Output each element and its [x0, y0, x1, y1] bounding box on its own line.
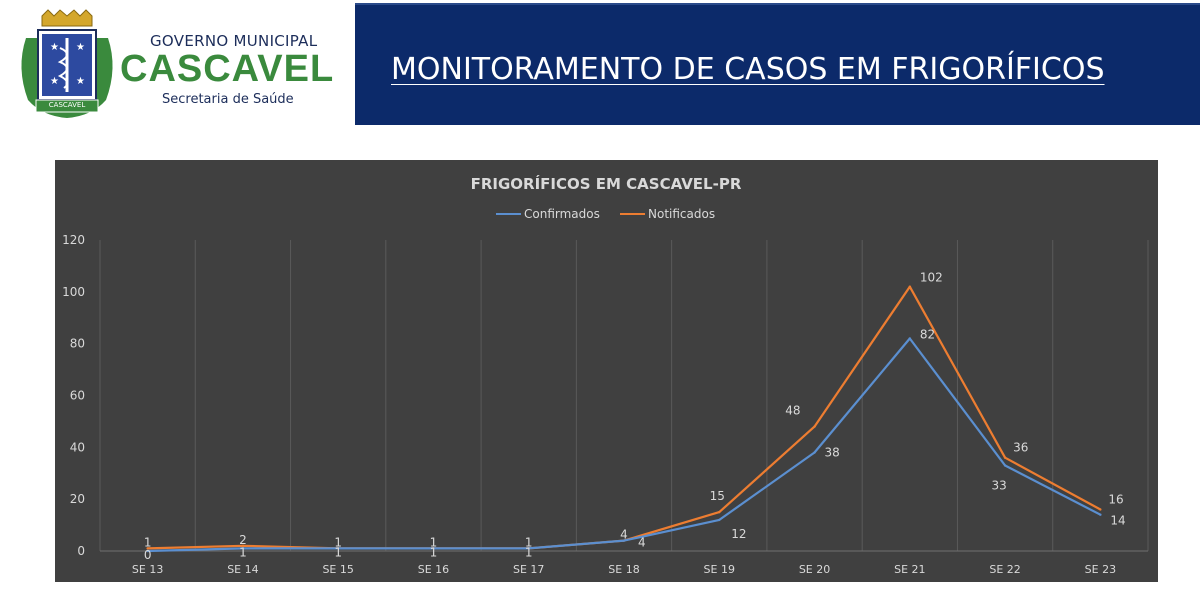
- legend-confirmados-label: Confirmados: [524, 207, 600, 221]
- series-point-confirmados: [336, 547, 340, 550]
- y-tick-label: 40: [70, 440, 85, 454]
- series-point-notificados: [241, 544, 245, 548]
- y-tick-label: 0: [77, 544, 85, 558]
- data-label-confirmados: 12: [731, 527, 746, 541]
- title-banner: MONITORAMENTO DE CASOS EM FRIGORÍFICOS: [355, 3, 1200, 125]
- logo-name: CASCAVEL: [120, 48, 335, 90]
- y-tick-label: 80: [70, 337, 85, 351]
- data-label-notificados: 48: [785, 404, 800, 418]
- x-tick-label: SE 21: [894, 563, 925, 576]
- data-label-notificados: 4: [620, 528, 628, 542]
- x-tick-label: SE 23: [1085, 563, 1116, 576]
- data-label-confirmados: 1: [525, 545, 533, 559]
- data-label-notificados: 1: [525, 535, 533, 549]
- data-label-notificados: 1: [144, 535, 152, 549]
- x-tick-label: SE 15: [322, 563, 353, 576]
- svg-text:★: ★: [50, 76, 59, 87]
- data-label-notificados: 102: [920, 271, 943, 285]
- legend-notificados-label: Notificados: [648, 207, 715, 221]
- svg-text:★: ★: [76, 42, 85, 53]
- data-label-notificados: 16: [1108, 493, 1123, 507]
- data-label-confirmados: 0: [144, 548, 152, 562]
- data-label-confirmados: 33: [991, 478, 1006, 492]
- series-point-confirmados: [527, 547, 530, 550]
- series-point-notificados: [146, 547, 149, 550]
- y-tick-label: 20: [70, 492, 85, 506]
- data-label-notificados: 1: [334, 535, 342, 549]
- data-label-confirmados: 1: [239, 545, 247, 559]
- series-point-confirmados: [718, 518, 721, 522]
- banner-title: MONITORAMENTO DE CASOS EM FRIGORÍFICOS: [391, 52, 1105, 87]
- x-tick-label: SE 19: [704, 563, 735, 576]
- cascavel-logo: ★ ★ ★ ★ CASCAVEL GOVERNO MUNICIPAL CASCA…: [12, 8, 352, 124]
- series-point-notificados: [718, 510, 721, 514]
- series-point-confirmados: [432, 547, 435, 550]
- data-label-confirmados: 1: [430, 545, 438, 559]
- data-label-confirmados: 82: [920, 327, 935, 341]
- x-tick-label: SE 20: [799, 563, 830, 576]
- data-label-confirmados: 38: [825, 446, 840, 460]
- series-point-confirmados: [622, 539, 626, 542]
- logo-line3: Secretaria de Saúde: [162, 92, 294, 107]
- series-point-confirmados: [146, 549, 149, 553]
- svg-text:★: ★: [76, 76, 85, 87]
- series-point-confirmados: [241, 547, 245, 550]
- x-tick-label: SE 22: [989, 563, 1020, 576]
- logo-line1: GOVERNO MUNICIPAL: [150, 32, 318, 50]
- y-tick-label: 120: [62, 233, 85, 247]
- data-label-notificados: 15: [710, 489, 725, 503]
- chart-series: [146, 285, 1102, 553]
- chart-grid: [99, 240, 1149, 552]
- series-point-confirmados: [908, 337, 912, 340]
- x-tick-label: SE 17: [513, 563, 544, 576]
- series-point-confirmados: [1003, 464, 1007, 467]
- chart-container: FRIGORÍFICOS EM CASCAVEL-PR Confirmados …: [55, 160, 1158, 582]
- series-point-notificados: [813, 425, 816, 428]
- coat-of-arms-icon: ★ ★ ★ ★: [21, 9, 113, 118]
- x-axis: SE 13 SE 14 SE 15 SE 16 SE 17 SE 18 SE 19 SE 20…: [132, 563, 1116, 576]
- y-tick-label: 60: [70, 389, 85, 403]
- data-label-confirmados: 4: [638, 536, 646, 550]
- svg-text:★: ★: [50, 42, 59, 53]
- chart-title: FRIGORÍFICOS EM CASCAVEL-PR: [471, 174, 742, 193]
- data-label-notificados: 36: [1013, 441, 1028, 455]
- line-chart: FRIGORÍFICOS EM CASCAVEL-PR Confirmados …: [62, 174, 1149, 576]
- data-label-notificados: 1: [430, 535, 438, 549]
- x-tick-label: SE 16: [418, 563, 449, 576]
- data-label-confirmados: 14: [1110, 514, 1125, 528]
- y-axis: 0 20 40 60 80 100 120: [62, 233, 85, 558]
- series-point-confirmados: [1099, 513, 1102, 516]
- data-label-confirmados: 1: [334, 545, 342, 559]
- series-point-notificados: [1099, 508, 1102, 511]
- x-tick-label: SE 14: [227, 563, 258, 576]
- series-point-confirmados: [813, 451, 816, 454]
- chart-legend: Confirmados Notificados: [496, 207, 715, 221]
- logo-ribbon-text: CASCAVEL: [48, 101, 86, 109]
- series-point-notificados: [908, 285, 912, 288]
- x-tick-label: SE 13: [132, 563, 163, 576]
- series-point-notificados: [1003, 456, 1007, 459]
- data-label-notificados: 2: [239, 533, 247, 547]
- y-tick-label: 100: [62, 285, 85, 299]
- x-tick-label: SE 18: [608, 563, 639, 576]
